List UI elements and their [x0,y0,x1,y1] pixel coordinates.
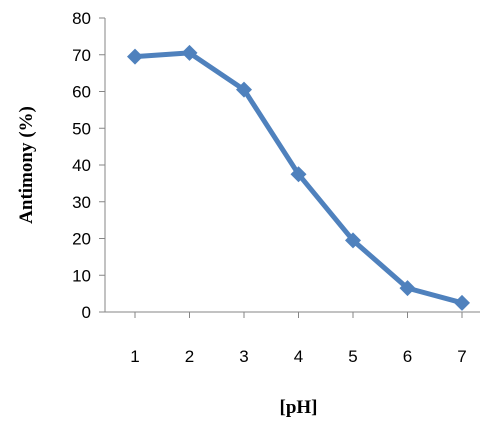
data-point-marker [127,48,143,65]
y-tick-label: 10 [72,266,91,285]
y-tick-label: 80 [72,9,91,28]
data-point-marker [290,166,307,183]
x-tick-label: 3 [239,347,248,366]
x-tick-label: 6 [403,347,412,366]
data-point-marker [345,232,361,249]
x-tick-label: 2 [185,347,194,366]
series-layer [127,44,470,311]
y-tick-label: 30 [72,193,91,212]
y-tick-label: 60 [72,83,91,102]
x-tick-label: 1 [130,347,139,366]
x-tick-label: 7 [457,347,466,366]
data-point-marker [236,81,252,98]
data-point-marker [454,294,470,311]
y-tick-label: 50 [72,119,91,138]
y-axis-title: Antimony (%) [16,106,37,224]
data-point-marker [181,44,198,61]
y-tick-label: 20 [72,230,91,249]
y-axis: 0 10 20 30 40 50 60 70 80 [72,9,106,322]
x-tick-label: 4 [294,347,303,366]
x-axis-title: [pH] [280,397,318,418]
y-tick-label: 40 [72,156,91,175]
y-tick-label: 0 [82,303,91,322]
y-tick-label: 70 [72,46,91,65]
x-axis: 1 2 3 4 5 6 7 [105,311,480,366]
data-point-marker [399,280,416,297]
x-tick-label: 5 [348,347,357,366]
